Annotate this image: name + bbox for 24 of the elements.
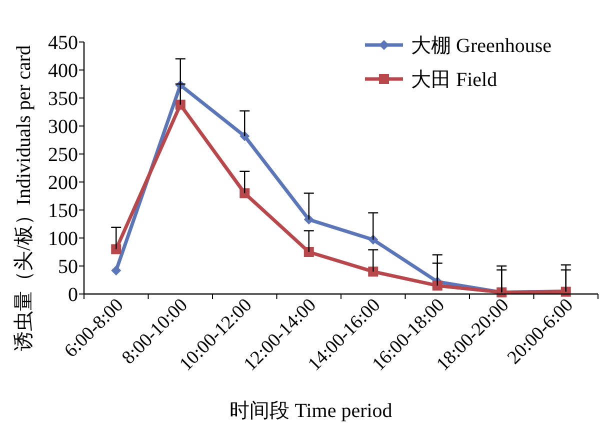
point xyxy=(240,131,250,142)
point xyxy=(240,188,250,198)
point xyxy=(304,247,314,257)
y-tick-label: 200 xyxy=(48,172,78,194)
point xyxy=(111,244,122,254)
y-axis-title: 诱虫量（头/板）Individuals per card xyxy=(13,45,35,351)
y-tick-label: 300 xyxy=(48,116,78,138)
y-tick-label: 350 xyxy=(48,88,78,110)
y-tick-label: 150 xyxy=(48,200,78,222)
point xyxy=(368,266,378,277)
point xyxy=(111,265,122,276)
point xyxy=(432,280,442,291)
legend-label: 大田 Field xyxy=(411,69,498,91)
point xyxy=(304,214,314,225)
y-tick-label: 250 xyxy=(48,144,78,166)
y-tick-label: 0 xyxy=(68,284,78,306)
y-tick-label: 450 xyxy=(48,32,78,54)
y-tick-label: 400 xyxy=(48,60,78,82)
y-tick-label: 50 xyxy=(58,256,78,278)
y-tick-label: 100 xyxy=(48,228,78,250)
point xyxy=(175,100,186,110)
point xyxy=(368,234,378,245)
x-axis-title: 时间段 Time period xyxy=(230,400,392,422)
legend-label: 大棚 Greenhouse xyxy=(411,35,552,57)
